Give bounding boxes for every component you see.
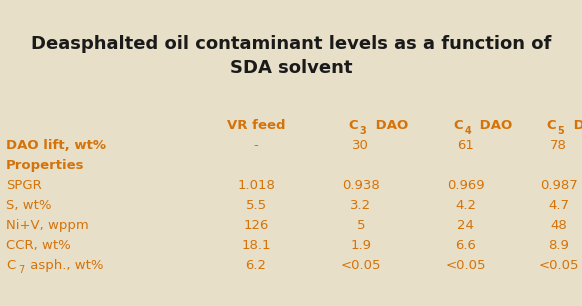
Text: -: - [254,139,258,152]
Text: VR feed: VR feed [227,119,285,132]
Text: 24: 24 [457,219,474,232]
Text: S, wt%: S, wt% [6,199,51,212]
Text: C: C [348,119,358,132]
Text: <0.05: <0.05 [340,259,381,272]
Text: 7: 7 [19,265,25,275]
Text: 4.2: 4.2 [455,199,476,212]
Text: 8.9: 8.9 [548,239,569,252]
Text: 6.6: 6.6 [455,239,476,252]
Text: 5: 5 [357,219,365,232]
Text: DAO: DAO [475,119,513,132]
Text: Ni+V, wppm: Ni+V, wppm [6,219,88,232]
Text: 18.1: 18.1 [242,239,271,252]
Text: 78: 78 [551,139,567,152]
Text: 126: 126 [243,219,269,232]
Text: 5.5: 5.5 [246,199,267,212]
Text: 1.9: 1.9 [350,239,371,252]
Text: 30: 30 [353,139,369,152]
Text: 0.938: 0.938 [342,179,379,192]
Text: 48: 48 [551,219,567,232]
Text: CCR, wt%: CCR, wt% [6,239,70,252]
Text: DAO lift, wt%: DAO lift, wt% [6,139,106,152]
Text: 0.969: 0.969 [447,179,484,192]
Text: 4: 4 [464,125,471,136]
Text: 6.2: 6.2 [246,259,267,272]
Text: 5: 5 [558,125,565,136]
Text: <0.05: <0.05 [445,259,486,272]
Text: Properties: Properties [6,159,84,172]
Text: 1.018: 1.018 [237,179,275,192]
Text: 3.2: 3.2 [350,199,371,212]
Text: 3: 3 [360,125,367,136]
Text: C: C [546,119,556,132]
Text: 0.987: 0.987 [540,179,577,192]
Text: 61: 61 [457,139,474,152]
Text: 4.7: 4.7 [548,199,569,212]
Text: DAO: DAO [569,119,582,132]
Text: <0.05: <0.05 [538,259,579,272]
Text: SPGR: SPGR [6,179,41,192]
Text: asph., wt%: asph., wt% [26,259,104,272]
Text: Deasphalted oil contaminant levels as a function of
SDA solvent: Deasphalted oil contaminant levels as a … [31,35,551,76]
Text: DAO: DAO [371,119,408,132]
Text: C: C [6,259,15,272]
Text: C: C [453,119,463,132]
